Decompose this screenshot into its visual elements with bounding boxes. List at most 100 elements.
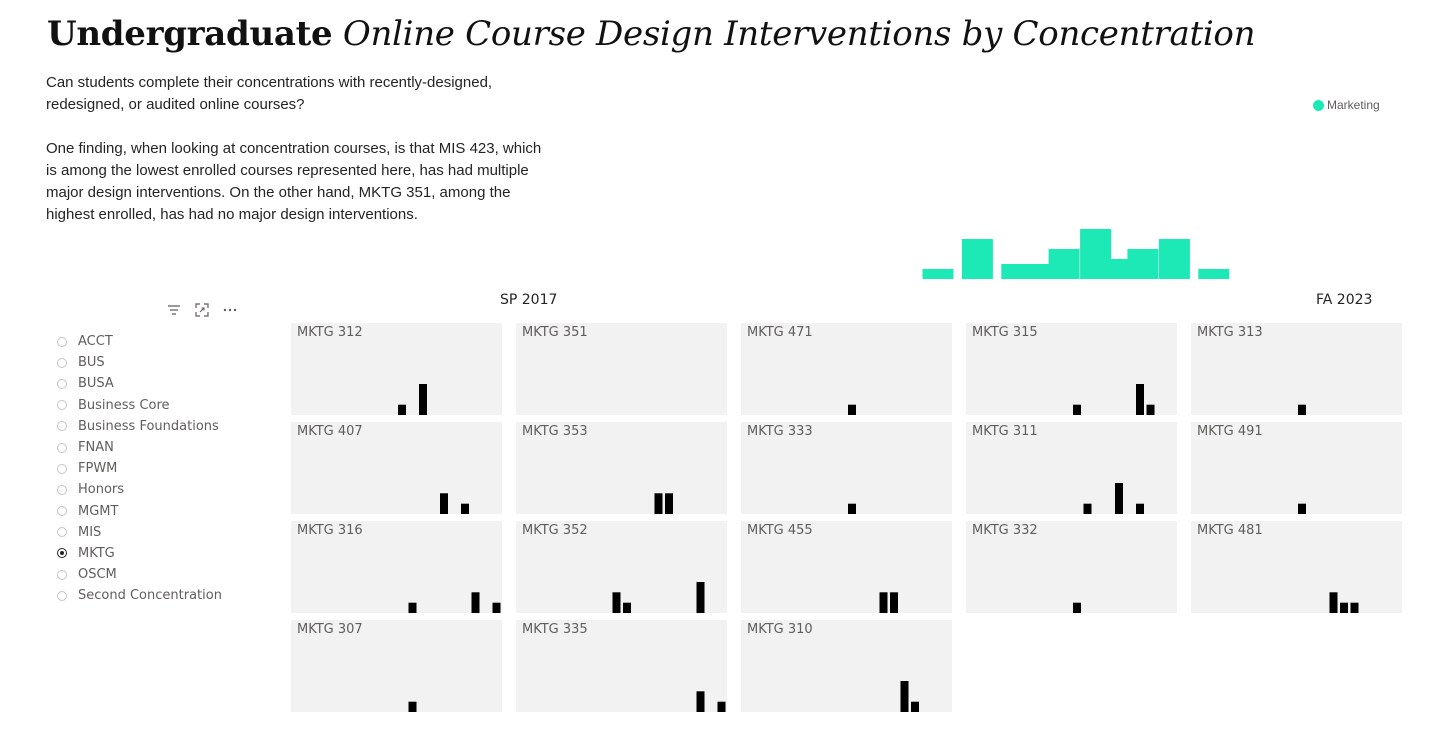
overview-bar-6	[1103, 259, 1135, 279]
panel-title: MKTG 310	[747, 622, 813, 637]
panel-title: MKTG 332	[972, 523, 1038, 538]
course-panel[interactable]: MKTG 310	[741, 620, 952, 712]
slicer-item-business-core[interactable]: Business Core	[57, 395, 222, 416]
panel-bar-0	[612, 592, 621, 613]
slicer-item-business-foundations[interactable]: Business Foundations	[57, 416, 222, 437]
radio-button[interactable]	[57, 357, 67, 368]
panel-chart	[1298, 404, 1306, 415]
course-panel[interactable]: MKTG 333	[741, 422, 952, 514]
slicer-item-label: FNAN	[78, 440, 114, 456]
radio-button[interactable]	[57, 506, 67, 517]
slicer-item-busa[interactable]: BUSA	[57, 373, 222, 394]
panel-bar-1	[1115, 483, 1123, 514]
page-title: Undergraduate Online Course Design Inter…	[47, 14, 1255, 54]
slicer-item-label: ACCT	[78, 334, 113, 350]
panel-chart	[440, 493, 469, 514]
course-panel[interactable]: MKTG 481	[1191, 521, 1402, 613]
course-panel[interactable]: MKTG 307	[291, 620, 502, 712]
panel-title: MKTG 311	[972, 424, 1038, 439]
course-panel[interactable]: MKTG 471	[741, 323, 952, 415]
axis-end-label: FA 2023	[1316, 292, 1373, 308]
panel-chart	[654, 493, 673, 514]
panel-chart	[612, 582, 705, 613]
radio-button[interactable]	[57, 463, 67, 474]
panel-bar-1	[471, 592, 480, 613]
panel-title: MKTG 333	[747, 424, 813, 439]
slicer-toolbar	[166, 302, 238, 318]
course-panel[interactable]: MKTG 353	[516, 422, 727, 514]
slicer-item-mis[interactable]: MIS	[57, 522, 222, 543]
panel-chart	[1298, 503, 1306, 514]
panel-bar-0	[696, 691, 705, 712]
course-panel[interactable]: MKTG 332	[966, 521, 1177, 613]
panel-chart	[408, 592, 501, 613]
more-options-icon[interactable]	[222, 302, 238, 318]
panel-bar-1	[911, 701, 919, 712]
panel-bar-2	[1146, 404, 1155, 415]
course-panel[interactable]: MKTG 335	[516, 620, 727, 712]
panel-bar-0	[654, 493, 663, 514]
panel-chart	[1083, 483, 1144, 514]
course-panel[interactable]: MKTG 351	[516, 323, 727, 415]
panel-title: MKTG 353	[522, 424, 588, 439]
title-italic: Online Course Design Interventions by Co…	[342, 14, 1256, 54]
concentration-slicer: ACCT BUS BUSA Business Core Business Foundat…	[57, 331, 222, 606]
panel-chart	[696, 691, 726, 712]
focus-mode-icon[interactable]	[194, 302, 210, 318]
course-panel[interactable]: MKTG 352	[516, 521, 727, 613]
slicer-item-mktg[interactable]: MKTG	[57, 543, 222, 564]
panel-title: MKTG 316	[297, 523, 363, 538]
panel-bar-0	[848, 404, 856, 415]
panel-title: MKTG 315	[972, 325, 1038, 340]
radio-button[interactable]	[57, 527, 67, 538]
course-panel[interactable]: MKTG 315	[966, 323, 1177, 415]
slicer-item-honors[interactable]: Honors	[57, 479, 222, 500]
panel-chart	[408, 701, 417, 712]
panel-bar-0	[1298, 503, 1306, 514]
overview-bar-chart	[922, 229, 1230, 279]
panel-bar-0	[1073, 602, 1081, 613]
slicer-item-label: MKTG	[78, 545, 115, 561]
panel-bar-1	[717, 701, 726, 712]
slicer-item-label: Business Foundations	[78, 418, 219, 434]
slicer-item-label: Second Concentration	[78, 588, 222, 604]
radio-button[interactable]	[57, 336, 67, 347]
panel-title: MKTG 313	[1197, 325, 1263, 340]
overview-bar-0	[922, 269, 954, 279]
course-panel[interactable]: MKTG 312	[291, 323, 502, 415]
slicer-item-acct[interactable]: ACCT	[57, 331, 222, 352]
slicer-item-oscm[interactable]: OSCM	[57, 564, 222, 585]
course-panel[interactable]: MKTG 316	[291, 521, 502, 613]
course-panel[interactable]: MKTG 491	[1191, 422, 1402, 514]
panel-bar-1	[419, 384, 427, 415]
slicer-item-label: BUS	[78, 355, 105, 371]
slicer-item-bus[interactable]: BUS	[57, 352, 222, 373]
radio-button[interactable]	[57, 569, 67, 580]
slicer-item-fpwm[interactable]: FPWM	[57, 458, 222, 479]
course-panel[interactable]: MKTG 313	[1191, 323, 1402, 415]
slicer-item-second-concentration[interactable]: Second Concentration	[57, 585, 222, 606]
slicer-item-label: Honors	[78, 482, 125, 498]
slicer-item-label: Business Core	[78, 397, 170, 413]
course-panel[interactable]: MKTG 407	[291, 422, 502, 514]
radio-button[interactable]	[57, 400, 67, 411]
panel-chart	[398, 384, 427, 415]
radio-button[interactable]	[57, 442, 67, 453]
panel-chart	[879, 592, 898, 613]
panel-bar-0	[398, 404, 406, 415]
slicer-item-fnan[interactable]: FNAN	[57, 437, 222, 458]
panel-bar-1	[623, 602, 631, 613]
panel-title: MKTG 351	[522, 325, 588, 340]
radio-button[interactable]	[57, 548, 67, 559]
panel-title: MKTG 307	[297, 622, 363, 637]
radio-button[interactable]	[57, 421, 67, 432]
radio-button[interactable]	[57, 378, 67, 389]
radio-button[interactable]	[57, 590, 67, 601]
panel-bar-1	[1136, 384, 1144, 415]
filter-icon[interactable]	[166, 302, 182, 318]
course-panel[interactable]: MKTG 455	[741, 521, 952, 613]
radio-button[interactable]	[57, 484, 67, 495]
course-panel[interactable]: MKTG 311	[966, 422, 1177, 514]
slicer-item-mgmt[interactable]: MGMT	[57, 501, 222, 522]
panel-bar-2	[1136, 503, 1144, 514]
